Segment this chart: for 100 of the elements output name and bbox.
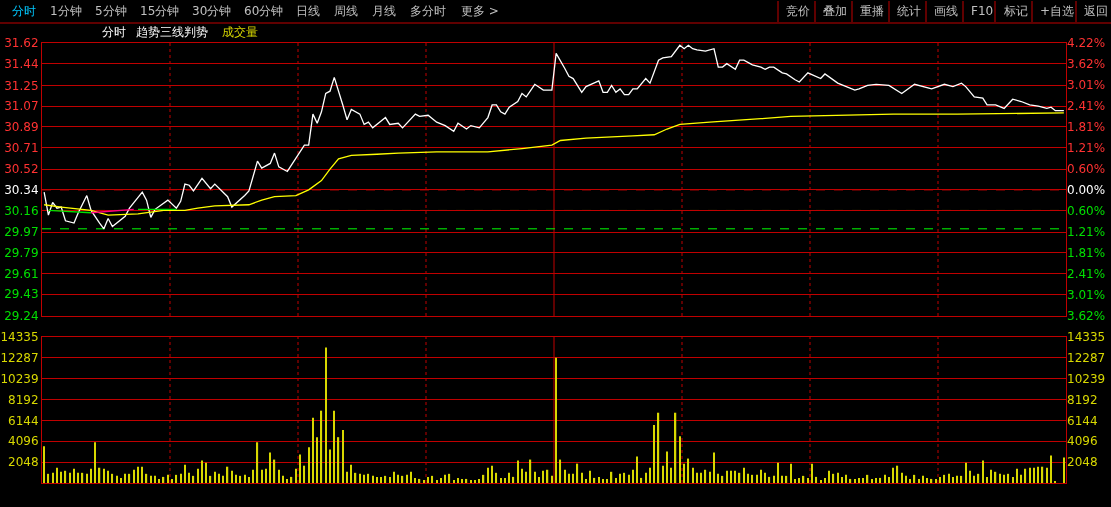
bar [431,475,434,483]
bar [794,478,796,483]
bar [679,436,681,483]
bar [303,465,306,483]
bar [380,476,382,483]
bar [534,471,536,483]
bar [145,473,148,483]
bar [167,474,169,483]
bar [602,478,604,483]
bar [141,466,143,483]
bar [444,474,446,483]
bar [436,479,438,483]
bar [683,463,685,483]
bar [312,417,314,483]
line-series [43,44,1065,230]
bar [529,459,532,483]
bar [470,479,472,483]
bar [939,476,941,483]
bar [197,468,199,483]
text: 画线 [934,4,958,18]
bar [218,473,220,483]
bar [615,477,617,483]
bar [1029,467,1031,483]
bar [692,467,694,483]
bar [150,475,152,483]
bar [645,472,647,483]
bar [269,452,271,483]
bar [325,347,327,483]
bar [943,474,946,483]
bar [636,456,638,483]
bar [1012,476,1014,483]
y-tick-label: 4096 [8,434,39,449]
bar [568,473,570,483]
y-tick-label: 30.34 [4,183,39,198]
bar [265,468,267,483]
bar [704,469,707,483]
bar [811,463,813,483]
bar [86,473,88,483]
y-tick-label: 10239 [0,371,39,386]
bar [273,459,276,483]
bar [201,460,203,483]
bar [559,459,562,483]
y2-tick-label: 1.21% [1067,141,1106,156]
bar [478,478,480,483]
y2-tick-label: 8192 [1067,392,1098,407]
bar [888,476,890,483]
bar [756,474,758,483]
bar [235,474,237,483]
text: 标记 [1003,4,1028,18]
text: 更多 > [461,4,499,18]
bar [807,477,809,483]
bar [662,465,664,483]
y-tick-label: 12287 [0,351,39,366]
bar [743,467,745,483]
text: 成交量 [222,25,258,39]
bar [397,474,399,483]
bar [785,475,788,483]
bar [777,462,779,483]
bar [517,460,519,483]
text: 日线 [296,4,320,18]
y2-tick-label: 0.60% [1067,204,1106,219]
bar [320,410,323,483]
bar [1041,466,1044,483]
bar [862,477,864,483]
bar [581,472,583,483]
bar [1007,473,1010,483]
bar [1046,467,1048,483]
y2-tick-label: 2048 [1067,455,1098,470]
bar [973,475,975,483]
y2-tick-label: 2.41% [1067,267,1106,282]
bar [350,464,352,483]
text: 30分钟 [192,4,232,18]
bar [128,473,131,483]
bar [111,473,114,483]
bar [73,468,75,483]
bar [551,475,553,483]
y-tick-label: 29.24 [4,309,39,324]
bar [171,478,173,483]
bar [372,475,374,483]
bar [401,475,404,483]
y2-tick-label: 6144 [1067,413,1098,428]
y-tick-label: 6144 [8,413,39,428]
bar [239,475,242,483]
text: 叠加 [823,4,847,18]
y2-tick-label: 1.21% [1067,225,1106,240]
bar [248,476,250,483]
bar [414,477,416,483]
bar [956,475,958,483]
bar [905,475,907,483]
bar [440,477,442,483]
text: 重播 [860,4,884,18]
bar [252,469,254,483]
bar [751,474,754,483]
bar [598,476,600,483]
bar [837,472,839,483]
y2-tick-label: 4.22% [1067,36,1106,51]
bar [491,465,493,483]
bar [564,469,566,483]
bar [1016,468,1018,483]
bar [47,473,50,483]
